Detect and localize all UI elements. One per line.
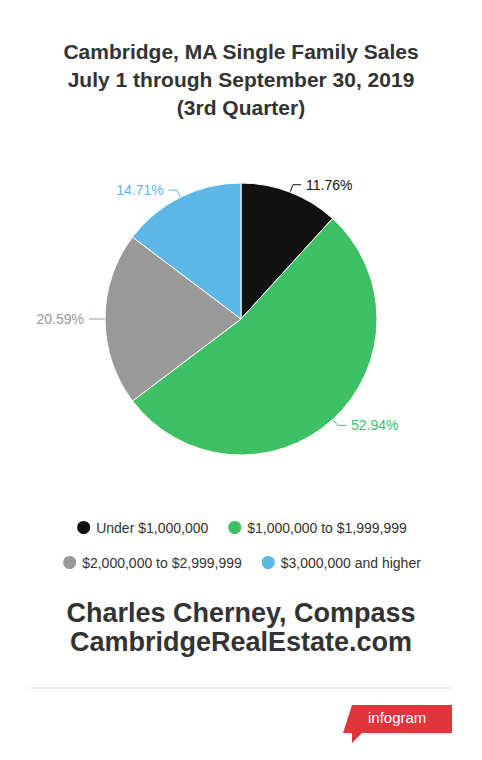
svg-text:14.71%: 14.71%: [116, 182, 163, 198]
svg-text:$1,000,000 to $1,999,999: $1,000,000 to $1,999,999: [247, 520, 407, 536]
svg-text:CambridgeRealEstate.com: CambridgeRealEstate.com: [70, 627, 412, 657]
svg-text:infogram: infogram: [368, 709, 426, 726]
svg-text:52.94%: 52.94%: [351, 417, 398, 433]
svg-text:$3,000,000 and higher: $3,000,000 and higher: [281, 555, 421, 571]
svg-text:20.59%: 20.59%: [37, 311, 84, 327]
svg-text:Under $1,000,000: Under $1,000,000: [96, 520, 208, 536]
svg-text:July 1 through September 30, 2: July 1 through September 30, 2019: [68, 68, 415, 91]
svg-text:$2,000,000 to $2,999,999: $2,000,000 to $2,999,999: [82, 555, 242, 571]
svg-text:11.76%: 11.76%: [306, 177, 352, 193]
svg-text:Charles Cherney, Compass: Charles Cherney, Compass: [66, 598, 415, 628]
svg-text:(3rd Quarter): (3rd Quarter): [177, 96, 305, 119]
svg-text:Cambridge, MA Single Family Sa: Cambridge, MA Single Family Sales: [63, 40, 418, 63]
